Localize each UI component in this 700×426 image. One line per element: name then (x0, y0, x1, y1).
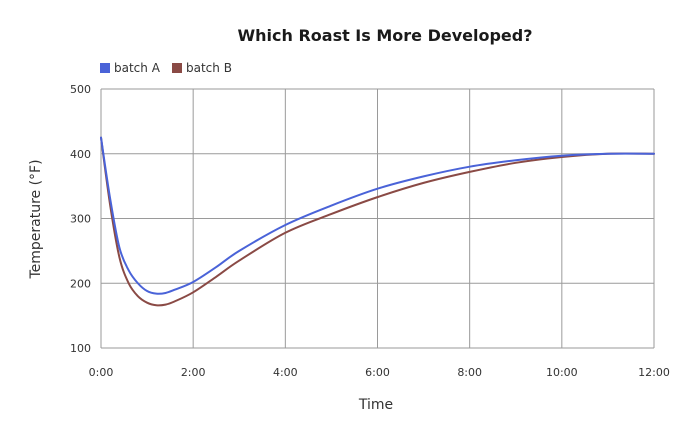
y-axis-ticks: 100 200 300 400 500 (70, 83, 91, 355)
y-tick-label: 300 (70, 213, 91, 226)
series-group (100, 136, 655, 307)
x-axis-ticks: 0:00 2:00 4:00 6:00 8:00 10:00 12:00 (89, 366, 670, 379)
legend-swatch-batch-a (100, 63, 110, 73)
y-tick-label: 400 (70, 148, 91, 161)
legend-label-batch-b: batch B (186, 61, 232, 75)
legend: batch A batch B (100, 61, 232, 75)
legend-swatch-batch-b (172, 63, 182, 73)
series-line-batch-b (100, 136, 655, 307)
x-tick-label: 8:00 (457, 366, 482, 379)
y-axis-label: Temperature (°F) (28, 159, 44, 279)
x-tick-label: 2:00 (181, 366, 206, 379)
x-tick-label: 4:00 (273, 366, 298, 379)
y-tick-label: 100 (70, 342, 91, 355)
grid (100, 88, 655, 349)
x-tick-label: 0:00 (89, 366, 114, 379)
x-tick-label: 6:00 (365, 366, 390, 379)
x-tick-label: 10:00 (546, 366, 578, 379)
series-line-batch-a (100, 136, 655, 295)
y-tick-label: 500 (70, 83, 91, 96)
legend-label-batch-a: batch A (114, 61, 161, 75)
x-axis-label: Time (358, 397, 393, 413)
chart-title: Which Roast Is More Developed? (237, 26, 532, 45)
y-tick-label: 200 (70, 277, 91, 290)
x-tick-label: 12:00 (638, 366, 670, 379)
